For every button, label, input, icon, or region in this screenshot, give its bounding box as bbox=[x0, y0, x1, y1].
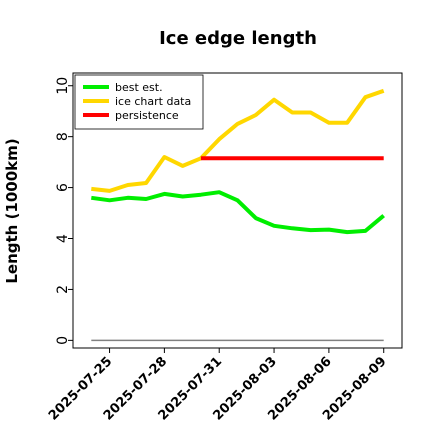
legend-label: ice chart data bbox=[115, 95, 191, 108]
y-tick-label: 2 bbox=[55, 285, 71, 294]
legend-label: persistence bbox=[115, 109, 179, 122]
y-tick-label: 4 bbox=[55, 234, 71, 243]
series-line-ice-chart-data bbox=[91, 88, 385, 193]
legend-label: best est. bbox=[115, 81, 163, 94]
series-line-best-est- bbox=[91, 190, 385, 235]
y-axis-label: Length (1000km) bbox=[3, 138, 21, 283]
y-tick-label: 6 bbox=[55, 183, 71, 192]
y-tick-label: 8 bbox=[55, 132, 71, 141]
chart-title: Ice edge length bbox=[159, 28, 317, 49]
y-tick-label: 10 bbox=[55, 77, 71, 95]
plot-frame bbox=[72, 72, 403, 349]
y-tick-label: 0 bbox=[55, 336, 71, 345]
